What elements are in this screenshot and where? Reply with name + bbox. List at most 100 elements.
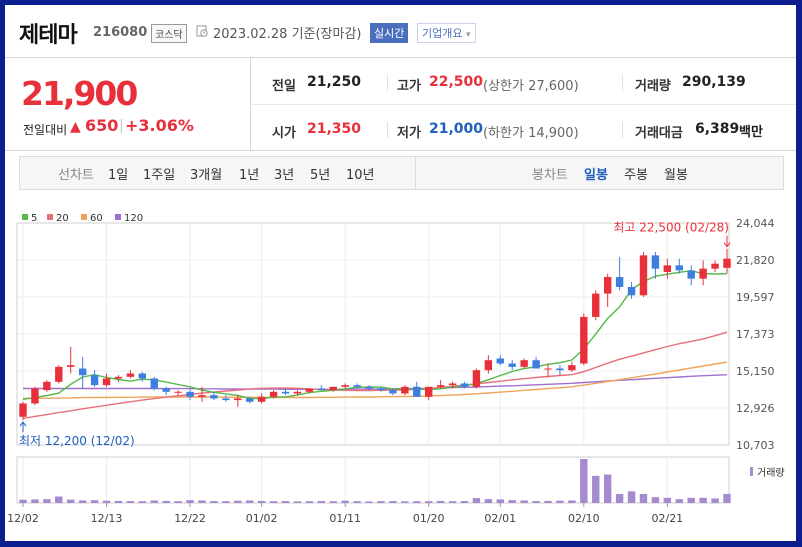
period-3m[interactable]: 3개월 bbox=[190, 168, 223, 183]
legend-swatch bbox=[750, 467, 753, 476]
volume-bar bbox=[711, 498, 719, 503]
high-value: 22,500 bbox=[429, 74, 484, 90]
legend-label: 20 bbox=[56, 213, 69, 224]
volume-label: 거래량 bbox=[635, 79, 671, 94]
period-5y[interactable]: 5년 bbox=[310, 168, 331, 183]
x-tick-label: 01/02 bbox=[246, 512, 278, 525]
volume-bar bbox=[293, 501, 302, 503]
candle-body bbox=[580, 316, 588, 364]
period-3y[interactable]: 3년 bbox=[274, 168, 295, 183]
candle-daily[interactable]: 일봉 bbox=[584, 168, 608, 183]
max-arrow-head bbox=[723, 242, 731, 248]
volume-bar bbox=[126, 501, 135, 503]
candle-body bbox=[723, 258, 731, 268]
volume-bar bbox=[114, 500, 123, 503]
candle-body bbox=[78, 368, 87, 376]
candle-body bbox=[329, 386, 337, 391]
volume-bar bbox=[389, 501, 397, 503]
candle-body bbox=[365, 386, 373, 389]
candle-body bbox=[448, 383, 457, 386]
candle-body bbox=[568, 365, 576, 371]
line-chart-label: 선차트 bbox=[58, 168, 94, 183]
volume-bar bbox=[413, 501, 421, 503]
x-tick-label: 12/22 bbox=[174, 512, 206, 525]
x-tick-label: 12/02 bbox=[7, 512, 39, 525]
realtime-button[interactable]: 실시간 bbox=[370, 23, 409, 43]
candle-body bbox=[496, 358, 504, 364]
volume-bar bbox=[544, 500, 552, 503]
volume-bar bbox=[472, 498, 481, 503]
volume-bar bbox=[174, 501, 182, 503]
prev-close-label: 전일 bbox=[272, 79, 296, 94]
company-overview-label: 기업개요 bbox=[422, 27, 463, 40]
legend-label: 120 bbox=[124, 213, 143, 224]
clock-icon bbox=[196, 25, 208, 37]
candle-body bbox=[114, 376, 123, 379]
divider bbox=[622, 75, 623, 91]
candle-body bbox=[687, 270, 695, 279]
upper-limit: (상한가 27,600) bbox=[483, 79, 579, 94]
legend-swatch bbox=[115, 214, 121, 220]
candle-weekly[interactable]: 주봉 bbox=[624, 168, 648, 183]
volume-bar bbox=[687, 497, 695, 503]
low-label: 저가 bbox=[397, 126, 421, 141]
candle-body bbox=[31, 388, 39, 404]
chevron-down-icon: ▾ bbox=[465, 30, 471, 40]
volume-bar bbox=[436, 500, 445, 503]
volume-bar bbox=[639, 493, 648, 503]
legend-label: 60 bbox=[90, 213, 103, 224]
max-annotation: 최고 22,500 (02/28) bbox=[613, 221, 729, 235]
volume-bar bbox=[592, 475, 600, 503]
price-summary: 21,900 전일대비 ▲ 650 | +3.06% 전일 21,250 고가 … bbox=[5, 58, 796, 151]
volume-bar bbox=[102, 500, 111, 503]
candle-body bbox=[210, 395, 218, 399]
candle-body bbox=[55, 366, 63, 382]
volume-bar bbox=[580, 459, 588, 503]
stock-code: 216080 bbox=[93, 25, 148, 40]
candle-body bbox=[508, 363, 516, 367]
candle-body bbox=[150, 378, 158, 389]
candle-body bbox=[246, 398, 254, 402]
divider bbox=[622, 122, 623, 138]
period-1w[interactable]: 1주일 bbox=[143, 168, 176, 183]
volume-bar bbox=[496, 499, 504, 503]
legend-swatch bbox=[47, 214, 53, 220]
candle-body bbox=[269, 391, 278, 397]
stock-chart: 24,044 21,820 19,597 17,373 15,150 12,926 10,7… bbox=[7, 213, 785, 525]
volume-bar bbox=[138, 501, 147, 503]
volume-bar bbox=[651, 497, 660, 503]
divider bbox=[387, 75, 388, 91]
low-value: 21,000 bbox=[429, 121, 484, 137]
divider bbox=[250, 104, 796, 105]
volume-bar bbox=[78, 500, 87, 503]
period-10y[interactable]: 10년 bbox=[346, 168, 375, 183]
candle-body bbox=[19, 403, 27, 417]
period-1d[interactable]: 1일 bbox=[108, 168, 129, 183]
candle-body bbox=[699, 268, 707, 279]
divider bbox=[415, 157, 416, 189]
volume-bar bbox=[460, 501, 469, 503]
candle-body bbox=[639, 255, 648, 296]
volume-bar bbox=[341, 500, 349, 503]
volume-label: 거래량 bbox=[757, 467, 785, 479]
candle-body bbox=[520, 360, 528, 367]
stock-header: 제테마 216080 코스닥 2023.02.28 기준(장마감) 실시간 기업… bbox=[5, 5, 796, 58]
candle-body bbox=[281, 391, 290, 394]
candle-body bbox=[651, 255, 660, 269]
stock-name: 제테마 bbox=[19, 23, 78, 48]
candle-body bbox=[675, 265, 683, 271]
period-1y[interactable]: 1년 bbox=[239, 168, 260, 183]
volume-bar bbox=[150, 500, 158, 503]
y-tick-label: 19,597 bbox=[736, 291, 775, 304]
volume-bar bbox=[568, 500, 576, 503]
candle-monthly[interactable]: 월봉 bbox=[664, 168, 688, 183]
volume-bar bbox=[269, 501, 278, 503]
trade-amount-label: 거래대금 bbox=[635, 126, 683, 141]
company-overview-dropdown[interactable]: 기업개요 ▾ bbox=[417, 23, 476, 43]
volume-bar bbox=[305, 501, 314, 503]
lower-limit: (하한가 14,900) bbox=[483, 126, 579, 141]
divider: | bbox=[119, 118, 124, 134]
volume-bar bbox=[257, 500, 266, 503]
candle-body bbox=[544, 368, 552, 370]
volume-bar bbox=[401, 501, 409, 503]
